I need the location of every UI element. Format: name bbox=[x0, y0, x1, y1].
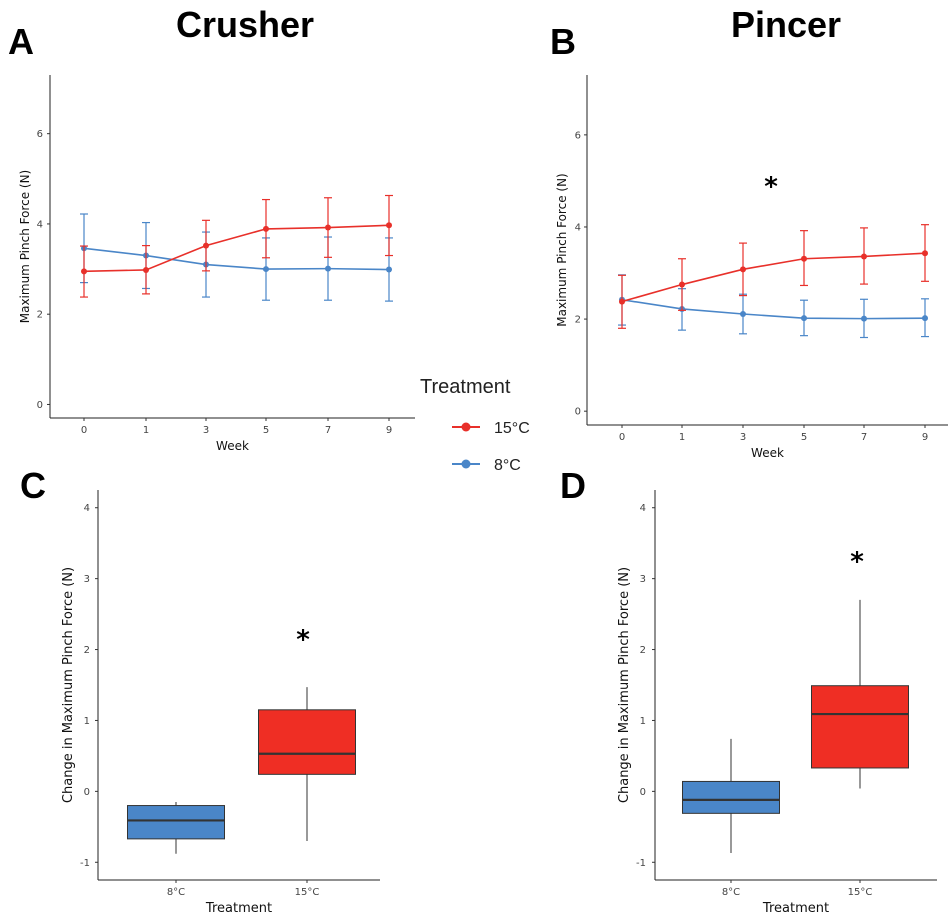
y-tick-label-d: 4 bbox=[640, 503, 646, 514]
y-tick-label-d: 2 bbox=[640, 645, 646, 656]
data-point-15c-b bbox=[619, 298, 625, 305]
box-chart-crusher-change: -1 0 1 2 3 4 Change in Maximum Pinch Force (N)… bbox=[61, 490, 380, 915]
y-tick-label-b: 4 bbox=[575, 222, 581, 233]
y-tick-label-c: 2 bbox=[84, 645, 90, 656]
x-axis-label-b: Week bbox=[751, 446, 784, 460]
x-tick-label-c: 8°C bbox=[167, 887, 185, 898]
line-chart-pincer: 0 2 4 6 Maximum Pinch Force (N) 0 1 3 5 7 9 Week * bbox=[555, 75, 948, 460]
series-line-15c-a bbox=[83, 224, 390, 273]
data-point-15c-b bbox=[679, 281, 685, 288]
x-tick-label-b: 9 bbox=[922, 432, 928, 443]
data-point-8c-b bbox=[861, 315, 867, 322]
panel-label-b: B bbox=[550, 21, 576, 62]
y-tick-label-a: 4 bbox=[37, 219, 43, 230]
y-axis-label-d: Change in Maximum Pinch Force (N) bbox=[617, 567, 632, 803]
x-tick-label-a: 1 bbox=[143, 425, 149, 436]
x-axis-label-d: Treatment bbox=[762, 901, 829, 915]
data-point-15c-a bbox=[263, 225, 269, 232]
data-point-8c-b bbox=[801, 315, 807, 322]
x-tick-label-b: 3 bbox=[740, 432, 746, 443]
legend-marker-15c bbox=[461, 422, 471, 432]
x-tick-label-d: 15°C bbox=[848, 887, 873, 898]
box-8c-d bbox=[682, 780, 780, 814]
y-tick-label-c: 4 bbox=[84, 503, 90, 514]
data-point-15c-b bbox=[801, 255, 807, 262]
x-tick-label-a: 3 bbox=[203, 425, 209, 436]
data-point-8c-b bbox=[922, 315, 928, 322]
x-tick-label-a: 5 bbox=[263, 425, 269, 436]
panel-label-d: D bbox=[560, 465, 586, 506]
data-point-15c-b bbox=[861, 253, 867, 260]
y-tick-label-b: 2 bbox=[575, 315, 581, 326]
x-tick-label-d: 8°C bbox=[722, 887, 740, 898]
y-tick-label-d: 0 bbox=[640, 787, 646, 798]
y-tick-label-d: 1 bbox=[640, 716, 646, 727]
panel-title-crusher: Crusher bbox=[176, 4, 314, 45]
y-tick-label-a: 2 bbox=[37, 310, 43, 321]
line-chart-crusher: 0 2 4 6 Maximum Pinch Force (N) 0 1 3 5 7 9 Week bbox=[18, 75, 415, 453]
y-tick-label-c: 1 bbox=[84, 716, 90, 727]
data-point-8c-b bbox=[740, 311, 746, 318]
x-tick-label-c: 15°C bbox=[295, 887, 320, 898]
y-tick-label-d: -1 bbox=[636, 858, 646, 869]
x-tick-label-a: 0 bbox=[81, 425, 87, 436]
y-axis-label-b: Maximum Pinch Force (N) bbox=[555, 173, 569, 327]
y-tick-label-d: 3 bbox=[640, 574, 646, 585]
data-point-8c-a bbox=[325, 265, 331, 272]
box-chart-pincer-change: -1 0 1 2 3 4 Change in Maximum Pinch Force (N)… bbox=[617, 490, 937, 915]
panel-title-pincer: Pincer bbox=[731, 4, 841, 45]
box-8c-c bbox=[127, 805, 225, 840]
series-line-15c-b bbox=[621, 252, 926, 303]
data-point-15c-a bbox=[203, 242, 209, 249]
data-point-15c-b bbox=[740, 266, 746, 273]
data-point-8c-a bbox=[263, 266, 269, 273]
y-tick-label-c: 0 bbox=[84, 787, 90, 798]
x-tick-label-b: 1 bbox=[679, 432, 685, 443]
significance-star-c: * bbox=[296, 625, 310, 655]
significance-star-d: * bbox=[850, 547, 864, 577]
x-tick-label-b: 5 bbox=[801, 432, 807, 443]
y-tick-label-c: -1 bbox=[80, 858, 90, 869]
box-15c-d bbox=[811, 685, 909, 769]
legend: Treatment 15°C 8°C bbox=[420, 376, 530, 474]
y-tick-label-b: 0 bbox=[575, 407, 581, 418]
legend-label-15c: 15°C bbox=[494, 420, 530, 437]
y-axis-label-c: Change in Maximum Pinch Force (N) bbox=[61, 567, 76, 803]
y-tick-label-a: 6 bbox=[37, 129, 43, 140]
panel-label-a: A bbox=[8, 21, 34, 62]
data-point-15c-b bbox=[922, 250, 928, 257]
x-axis-label-a: Week bbox=[216, 439, 249, 453]
legend-label-8c: 8°C bbox=[494, 457, 521, 474]
y-tick-label-a: 0 bbox=[37, 400, 43, 411]
significance-star-b: * bbox=[764, 172, 778, 202]
data-point-15c-a bbox=[386, 222, 392, 229]
y-axis-label-a: Maximum Pinch Force (N) bbox=[18, 170, 32, 324]
x-axis-label-c: Treatment bbox=[205, 901, 272, 915]
legend-marker-8c bbox=[461, 459, 471, 469]
x-tick-label-a: 9 bbox=[386, 425, 392, 436]
panel-label-c: C bbox=[20, 465, 46, 506]
series-line-8c-b bbox=[621, 298, 926, 320]
data-point-15c-a bbox=[143, 266, 149, 273]
legend-title: Treatment bbox=[420, 376, 511, 398]
data-point-15c-a bbox=[81, 268, 87, 275]
x-tick-label-b: 0 bbox=[619, 432, 625, 443]
x-tick-label-b: 7 bbox=[861, 432, 867, 443]
series-line-8c-a bbox=[83, 247, 390, 271]
x-tick-label-a: 7 bbox=[325, 425, 331, 436]
y-tick-label-b: 6 bbox=[575, 130, 581, 141]
data-point-8c-a bbox=[386, 266, 392, 273]
box-15c-c bbox=[258, 709, 356, 775]
data-point-15c-a bbox=[325, 224, 331, 231]
y-tick-label-c: 3 bbox=[84, 574, 90, 585]
